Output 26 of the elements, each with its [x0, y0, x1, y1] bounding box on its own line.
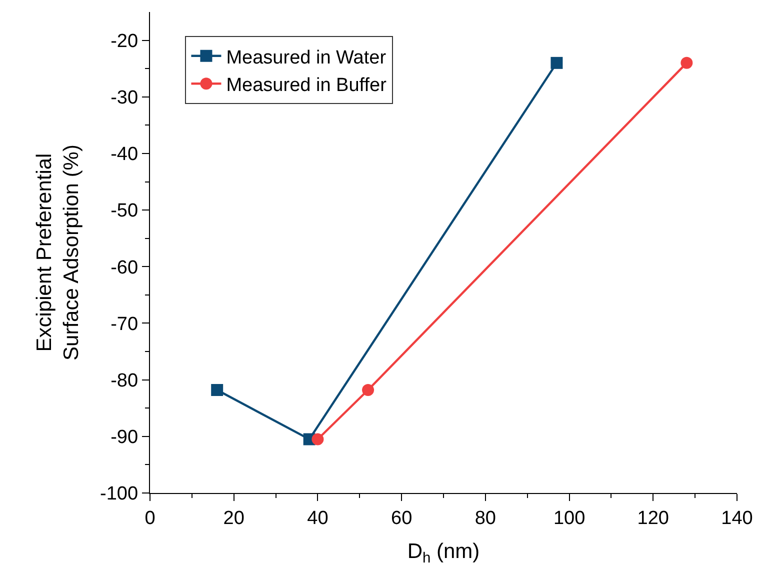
- x-tick-label: 120: [637, 508, 669, 529]
- x-tick-label: 0: [144, 508, 156, 529]
- x-tick-label: 40: [307, 508, 328, 529]
- y-axis-title: Excipient Preferential Surface Adsorption (%): [32, 144, 84, 360]
- y-tick-label: -70: [110, 314, 138, 335]
- y-tick-label: -90: [110, 427, 138, 448]
- x-tick-label: 60: [391, 508, 412, 529]
- legend-label: Measured in Buffer: [226, 75, 388, 96]
- x-tick-label: 80: [474, 508, 496, 529]
- y-tick-label: -80: [110, 370, 138, 392]
- x-tick-label: 140: [721, 508, 753, 529]
- point: [680, 56, 693, 69]
- point: [550, 56, 563, 69]
- y-tick-label: -20: [110, 30, 138, 52]
- point: [312, 433, 324, 446]
- x-tick-label: 20: [223, 508, 244, 529]
- point: [211, 384, 224, 396]
- y-tick-label: -100: [100, 484, 138, 505]
- y-tick-label: -50: [110, 200, 138, 222]
- y-tick-label: -40: [110, 144, 138, 166]
- x-tick-label: 100: [553, 508, 586, 529]
- y-tick-label: -30: [110, 88, 138, 109]
- legend-label: Measured in Water: [226, 47, 387, 68]
- x-axis-title: D$_{h}$ (nm): [407, 540, 480, 567]
- point: [362, 384, 374, 396]
- y-tick-label: -60: [110, 257, 138, 278]
